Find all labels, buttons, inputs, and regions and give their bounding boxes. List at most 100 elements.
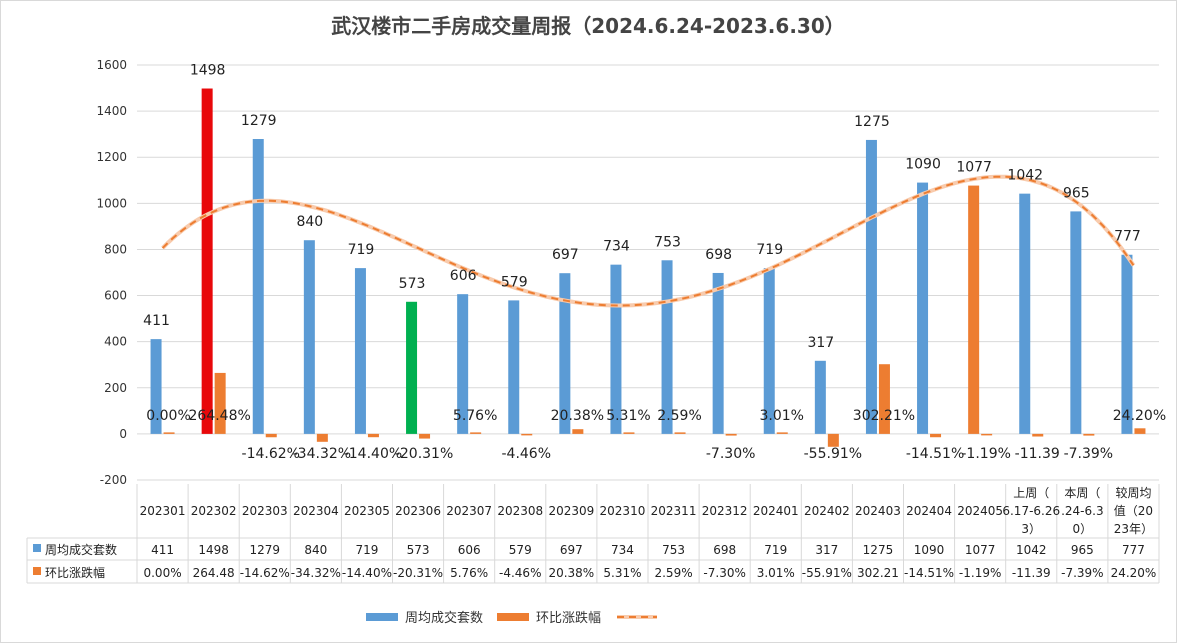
data-label-volume: 697 xyxy=(552,247,579,263)
bar-weekly-volume xyxy=(508,300,520,434)
data-label-volume: 777 xyxy=(1114,229,1141,245)
data-label-change: 302.21% xyxy=(853,408,915,424)
bar-change-rate xyxy=(214,372,226,434)
data-label-volume: 411 xyxy=(143,313,170,329)
bar-weekly-volume xyxy=(814,360,826,434)
bar-weekly-volume xyxy=(917,182,929,434)
legend-label-change: 环比涨跌幅 xyxy=(536,610,601,626)
category-label: 202312 xyxy=(702,504,748,518)
bar-change-rate xyxy=(572,429,584,434)
data-label-change: -7.30% xyxy=(706,446,756,462)
bar-weekly-volume xyxy=(150,339,162,434)
table-cell-change: 5.76% xyxy=(450,566,488,580)
table-cell-change: -14.62% xyxy=(240,566,290,580)
y-axis: -200 0 200 400 600 800 1000 1200 1400 1600 xyxy=(96,58,127,487)
bar-change-rate xyxy=(1134,428,1146,434)
data-label-change: 264.48% xyxy=(189,408,251,424)
y-tick-label: 400 xyxy=(104,335,127,349)
y-tick-label: 0 xyxy=(119,427,127,441)
data-label-change: -20.31% xyxy=(395,446,453,462)
data-label-change: -4.46% xyxy=(501,446,551,462)
data-label-change: -14.51% xyxy=(906,446,964,462)
data-label-volume: 719 xyxy=(756,242,783,258)
bar-weekly-volume xyxy=(763,268,775,434)
table-cell-volume: 1077 xyxy=(965,543,996,557)
bar-weekly-volume xyxy=(354,268,366,434)
category-label: 202311 xyxy=(651,504,697,518)
data-label-change: 0.00% xyxy=(146,408,190,424)
y-tick-label: 1600 xyxy=(96,58,127,72)
trendline-curve xyxy=(161,175,1135,307)
table-cell-volume: 1279 xyxy=(249,543,280,557)
bar-weekly-volume xyxy=(712,272,724,434)
data-label-volume: 573 xyxy=(399,276,426,292)
table-cell-volume: 753 xyxy=(662,543,685,557)
table-cell-volume: 719 xyxy=(355,543,378,557)
table-cell-change: 264.48 xyxy=(193,566,235,580)
bar-weekly-volume xyxy=(559,273,571,434)
bar-change-rate xyxy=(367,433,379,438)
category-label: 202304 xyxy=(293,504,339,518)
table-cell-change: 0.00% xyxy=(143,566,181,580)
bar-weekly-volume xyxy=(610,264,622,434)
bar-change-rate xyxy=(776,432,788,434)
table-row-label-change: 环比涨跌幅 xyxy=(45,565,105,580)
data-label-volume: 606 xyxy=(450,268,477,284)
bar-change-rate xyxy=(419,433,431,439)
table-cell-change: 3.01% xyxy=(757,566,795,580)
data-label-change: 5.76% xyxy=(453,408,497,424)
y-tick-label: -200 xyxy=(100,473,127,487)
category-label: 202402 xyxy=(804,504,850,518)
category-label: 202405 xyxy=(957,504,1003,518)
data-label-change: 2.59% xyxy=(657,408,701,424)
category-label: 202310 xyxy=(600,504,646,518)
data-label-volume: 1042 xyxy=(1007,168,1043,184)
table-cell-volume: 411 xyxy=(151,543,174,557)
table-cell-volume: 719 xyxy=(764,543,787,557)
table-cell-volume: 1498 xyxy=(198,543,229,557)
table-cell-volume: 840 xyxy=(304,543,327,557)
data-label-change: 3.01% xyxy=(760,408,804,424)
data-label-volume: 734 xyxy=(603,239,630,255)
data-table: 202301 411 0.00% 202302 1498 264.48 202303 1279… xyxy=(26,484,1160,584)
table-cell-change: 2.59% xyxy=(654,566,692,580)
data-label-volume: 1077 xyxy=(956,160,992,176)
bar-change-rate xyxy=(163,432,175,434)
data-label-change: -14.62% xyxy=(242,446,300,462)
data-label-volume: 840 xyxy=(296,214,323,230)
bar-change-rate xyxy=(1083,433,1095,436)
table-cell-change: -11.39 xyxy=(1012,566,1051,580)
category-label: 0） xyxy=(1073,522,1093,536)
data-label-change: -1.19% xyxy=(961,446,1011,462)
y-tick-label: 600 xyxy=(104,289,127,303)
data-label-volume: 719 xyxy=(348,242,375,258)
bar-change-rate xyxy=(316,433,328,442)
table-cell-volume: 697 xyxy=(560,543,583,557)
data-label-change: -7.39% xyxy=(1064,446,1114,462)
table-cell-change: 20.38% xyxy=(548,566,594,580)
bar-weekly-volume xyxy=(1121,254,1133,434)
data-label-volume: 753 xyxy=(654,234,681,250)
data-label-volume: 698 xyxy=(705,247,732,263)
table-cell-volume: 606 xyxy=(458,543,481,557)
table-cell-volume: 579 xyxy=(509,543,532,557)
bar-weekly-volume xyxy=(968,185,980,434)
bar-change-rate xyxy=(725,433,737,436)
category-label: 上周（ xyxy=(1013,486,1049,500)
data-label-volume: 1279 xyxy=(241,113,277,129)
data-label-change: -55.91% xyxy=(804,446,862,462)
table-cell-volume: 1275 xyxy=(863,543,894,557)
category-label: 23年） xyxy=(1114,522,1153,536)
table-cell-change: -7.30% xyxy=(703,566,745,580)
table-cell-change: -4.46% xyxy=(499,566,541,580)
category-label: 值（20 xyxy=(1114,503,1153,518)
y-tick-label: 200 xyxy=(104,381,127,395)
table-cell-volume: 317 xyxy=(815,543,838,557)
table-row-label-volume: 周均成交套数 xyxy=(45,542,117,557)
table-cell-change: 5.31% xyxy=(603,566,641,580)
category-label: 202307 xyxy=(446,504,492,518)
legend-label-volume: 周均成交套数 xyxy=(405,610,483,626)
bar-change-rate xyxy=(674,432,686,434)
